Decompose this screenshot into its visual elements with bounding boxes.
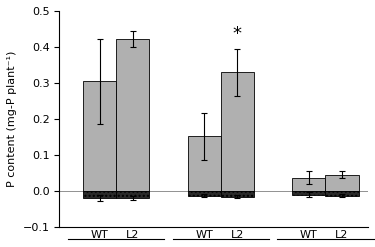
Bar — [188, 136, 221, 191]
Bar — [325, 191, 358, 196]
Bar — [325, 175, 358, 191]
Bar — [292, 178, 325, 191]
Bar — [116, 191, 150, 198]
Bar — [83, 191, 116, 198]
Bar — [292, 191, 325, 195]
Bar — [221, 72, 254, 191]
Text: *: * — [233, 25, 242, 43]
Bar — [116, 39, 150, 191]
Bar — [221, 191, 254, 197]
Bar — [83, 81, 116, 191]
Y-axis label: P content (mg-P plant⁻¹): P content (mg-P plant⁻¹) — [7, 51, 17, 187]
Bar — [188, 191, 221, 196]
